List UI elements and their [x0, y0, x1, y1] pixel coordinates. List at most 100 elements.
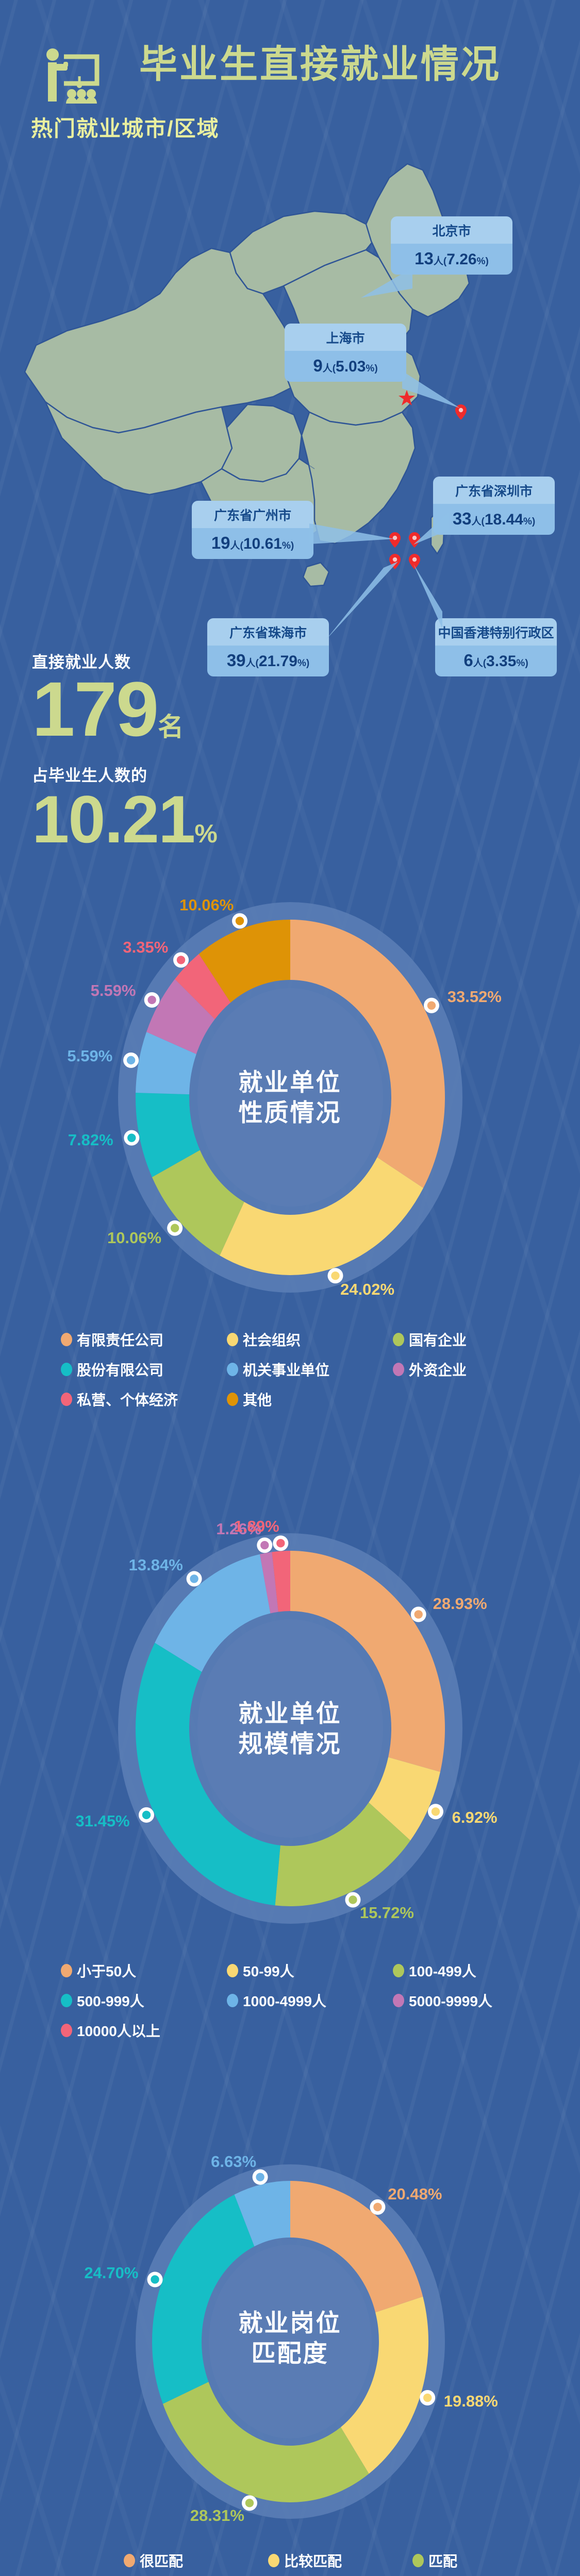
- donut-slice[interactable]: [340, 2296, 428, 2474]
- callout-tail-hongkong: [413, 564, 442, 629]
- callout-city: 广东省广州市: [192, 501, 313, 528]
- map-pin-hongkong: [409, 554, 420, 569]
- donut-slice[interactable]: [290, 1551, 445, 1772]
- callout-unit: 人: [433, 256, 443, 267]
- callout-value: 33人(18.44%): [433, 504, 555, 535]
- callout-open-paren: (: [483, 658, 487, 669]
- donut-marker-dot: [176, 956, 185, 964]
- donut-marker-dot: [147, 995, 156, 1005]
- callout-hongkong[interactable]: 中国香港特别行政区 6人(3.35%): [435, 618, 557, 676]
- legend-row: 500-999人 1000-4999人 5000-9999人: [61, 1990, 580, 2011]
- donut-slice[interactable]: [152, 2194, 254, 2404]
- legend-item[interactable]: 100-499人: [393, 1960, 559, 1981]
- donut-value-label: 10.06%: [107, 1228, 162, 1247]
- donut-marker-dot: [255, 2173, 264, 2181]
- legend-item[interactable]: 很匹配: [124, 2550, 268, 2571]
- legend-row: 很匹配 比较匹配 匹配: [124, 2550, 580, 2571]
- callout-pct: 5.03: [336, 358, 366, 375]
- donut-slice[interactable]: [271, 1551, 290, 1612]
- donut-slice[interactable]: [219, 1157, 423, 1275]
- legend-item[interactable]: 500-999人: [61, 1990, 227, 2011]
- legend-row: 股份有限公司 机关事业单位 外资企业: [61, 1359, 580, 1380]
- donut-slice[interactable]: [275, 1802, 410, 1906]
- donut-marker-dot: [373, 2202, 382, 2212]
- donut-value-label: 3.35%: [123, 938, 169, 957]
- donut-slice[interactable]: [135, 1031, 196, 1095]
- callout-beijing[interactable]: 北京市 13人(7.26%): [391, 216, 512, 275]
- donut-slice[interactable]: [234, 2181, 290, 2247]
- donut-slice[interactable]: [368, 1757, 440, 1841]
- legend-item[interactable]: 机关事业单位: [227, 1359, 393, 1380]
- legend-color-dot: [61, 1393, 72, 1406]
- donut-slice[interactable]: [162, 2382, 369, 2502]
- legend-color-dot: [124, 2554, 135, 2567]
- callout-pct-symbol: %: [281, 540, 291, 551]
- legend-row: 小于50人 50-99人 100-499人: [61, 1960, 580, 1981]
- legend-item[interactable]: 股份有限公司: [61, 1359, 227, 1380]
- callout-pct: 7.26: [446, 251, 477, 268]
- legend-color-dot: [412, 2554, 424, 2567]
- legend-label: 50-99人: [243, 1963, 294, 1979]
- legend-label: 比较匹配: [284, 2553, 342, 2569]
- legend-item[interactable]: 其他: [227, 1389, 393, 1410]
- callout-guangzhou[interactable]: 广东省广州市 19人(10.61%): [192, 501, 313, 559]
- map-pin-shenzhen: [409, 532, 420, 548]
- callout-shanghai[interactable]: 上海市 9人(5.03%): [285, 324, 406, 382]
- map-section: 热门就业城市/区域: [0, 98, 580, 855]
- legend-label: 私营、个体经济: [77, 1392, 178, 1408]
- donut-center-label-unit-nature: 就业单位 性质情况: [239, 1067, 342, 1128]
- legend-item[interactable]: 私营、个体经济: [61, 1389, 227, 1410]
- legend-item[interactable]: 外资企业: [393, 1359, 559, 1380]
- legend-item[interactable]: 10000人以上: [61, 2020, 227, 2041]
- callout-unit: 人: [245, 658, 256, 669]
- presenter-board-icon: [46, 48, 100, 104]
- callout-pct-symbol: %: [366, 363, 375, 374]
- donut-marker-dot: [427, 1001, 436, 1010]
- donut-slice[interactable]: [290, 920, 445, 1188]
- callout-count: 39: [226, 651, 246, 670]
- callout-value: 6人(3.35%): [435, 646, 557, 676]
- donut-value-label: 20.48%: [388, 2185, 442, 2204]
- legend-color-dot: [393, 1964, 404, 1977]
- donut-slice[interactable]: [146, 979, 215, 1055]
- donut-hub: [208, 2245, 372, 2438]
- donut-slice[interactable]: [154, 1554, 270, 1672]
- donut-slice[interactable]: [135, 1642, 280, 1906]
- callout-tail-zhuhai: [326, 562, 398, 640]
- donut-slice[interactable]: [152, 1150, 244, 1256]
- donut-value-label: 5.59%: [90, 981, 136, 1000]
- callout-open-paren: (: [443, 256, 447, 267]
- callout-unit: 人: [471, 516, 482, 527]
- donut-marker-dot: [142, 1810, 151, 1820]
- donut-slice[interactable]: [174, 954, 230, 1020]
- legend-job-match: 很匹配比较匹配匹配一般匹配不匹配: [0, 2550, 580, 2576]
- employment-rate-symbol: %: [194, 819, 218, 848]
- legend-item[interactable]: 有限责任公司: [61, 1329, 227, 1350]
- legend-item[interactable]: 社会组织: [227, 1329, 393, 1350]
- legend-item[interactable]: 比较匹配: [268, 2550, 412, 2571]
- callout-city: 北京市: [391, 216, 512, 244]
- legend-item[interactable]: 小于50人: [61, 1960, 227, 1981]
- legend-color-dot: [393, 1994, 404, 2007]
- callout-close-paren: ): [532, 516, 536, 527]
- legend-label: 1000-4999人: [243, 1993, 326, 2009]
- legend-item[interactable]: 1000-4999人: [227, 1990, 393, 2011]
- legend-row: 有限责任公司 社会组织 国有企业: [61, 1329, 580, 1350]
- callout-shenzhen[interactable]: 广东省深圳市 33人(18.44%): [433, 477, 555, 535]
- donut-slice[interactable]: [290, 2181, 423, 2313]
- donut-slice[interactable]: [135, 1093, 200, 1177]
- callout-zhuhai[interactable]: 广东省珠海市 39人(21.79%): [207, 618, 329, 676]
- donut-center-label-job-match: 就业岗位 匹配度: [239, 2308, 342, 2369]
- legend-label: 很匹配: [140, 2553, 184, 2569]
- legend-item[interactable]: 匹配: [412, 2550, 557, 2571]
- legend-item[interactable]: 50-99人: [227, 1960, 393, 1981]
- legend-item[interactable]: 国有企业: [393, 1329, 559, 1350]
- donut-slice[interactable]: [259, 1552, 278, 1614]
- donut-value-label: 28.93%: [433, 1595, 487, 1613]
- legend-item[interactable]: 5000-9999人: [393, 1990, 559, 2011]
- donut-value-label: 1.26%: [216, 1519, 262, 1538]
- donut-marker-dot: [150, 2275, 159, 2284]
- donut-value-label: 1.89%: [234, 1517, 279, 1536]
- legend-color-dot: [61, 1363, 72, 1376]
- donut-slice[interactable]: [198, 920, 290, 1003]
